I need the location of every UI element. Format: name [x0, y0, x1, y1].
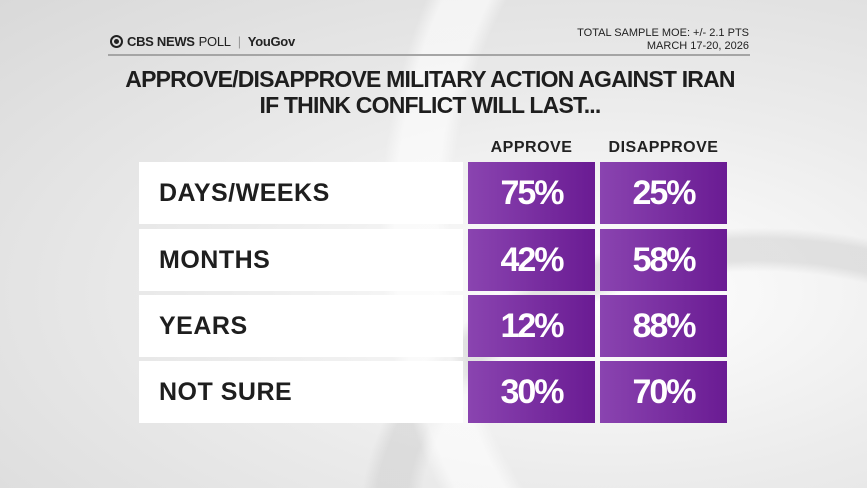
date-text: MARCH 17-20, 2026 — [646, 40, 749, 52]
chart-title: APPROVE/DISAPPROVE MILITARY ACTION AGAIN… — [125, 66, 735, 118]
row-label: NOT SURE — [139, 361, 463, 423]
disapprove-cell: 70% — [600, 361, 727, 423]
cbs-eye-icon — [110, 35, 123, 48]
column-header-approve: APPROVE — [490, 139, 573, 156]
disapprove-cell: 58% — [600, 229, 727, 291]
table-row: NOT SURE 30% 70% — [139, 361, 727, 423]
row-label: MONTHS — [139, 229, 463, 291]
moe-text: TOTAL SAMPLE MOE: +/- 2.1 PTS — [577, 27, 749, 39]
poll-meta: TOTAL SAMPLE MOE: +/- 2.1 PTS MARCH 17-2… — [577, 27, 749, 53]
divider — [108, 54, 750, 56]
table-row: YEARS 12% 88% — [139, 295, 727, 357]
yougov-logo: YouGov — [247, 34, 295, 49]
disapprove-cell: 25% — [600, 162, 727, 224]
approve-cell: 75% — [468, 162, 595, 224]
table-row: MONTHS 42% 58% — [139, 229, 727, 291]
column-header-disapprove: DISAPPROVE — [608, 139, 719, 156]
row-label: YEARS — [139, 295, 463, 357]
cbs-news-poll-logo: CBS NEWS POLL | YouGov — [110, 34, 295, 49]
approve-cell: 12% — [468, 295, 595, 357]
approve-cell: 30% — [468, 361, 595, 423]
row-label: DAYS/WEEKS — [139, 162, 463, 224]
disapprove-cell: 88% — [600, 295, 727, 357]
approve-cell: 42% — [468, 229, 595, 291]
table-row: DAYS/WEEKS 75% 25% — [139, 162, 727, 224]
logo-separator: | — [237, 34, 241, 49]
